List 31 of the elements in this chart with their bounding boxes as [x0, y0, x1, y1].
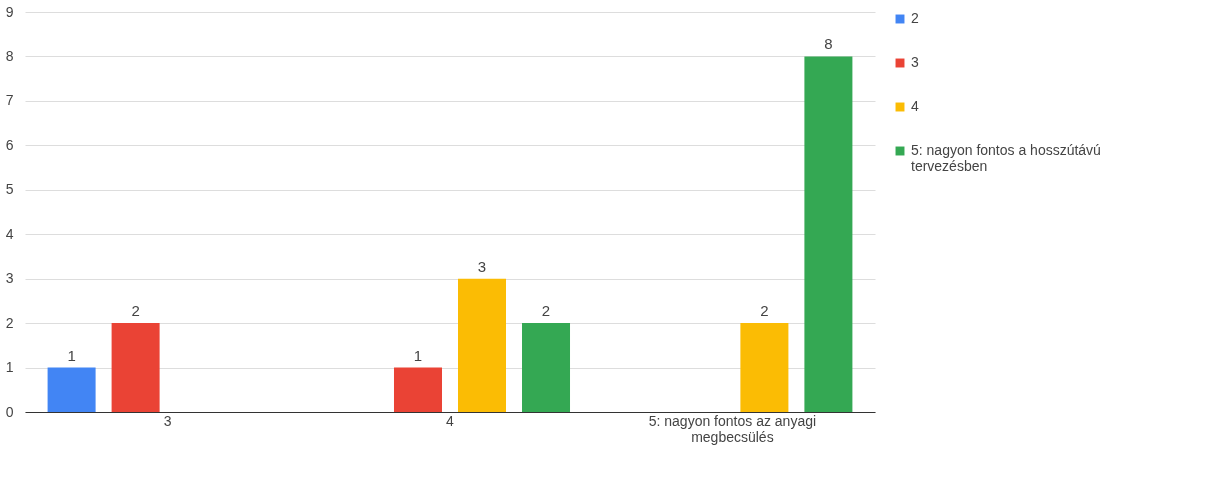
bar — [804, 56, 853, 412]
legend-label: 3 — [911, 54, 919, 70]
bar — [111, 323, 160, 412]
y-tick-label: 6 — [5, 136, 14, 153]
y-tick-label: 8 — [5, 47, 14, 64]
y-tick-label: 1 — [5, 359, 14, 376]
x-tick-label: 3 — [163, 412, 172, 429]
legend-label: 5: nagyon fontos a hosszútávú tervezésben — [911, 142, 1101, 174]
data-label: 1 — [413, 346, 423, 364]
data-label: 8 — [824, 35, 833, 53]
bar — [47, 367, 96, 412]
legend-label: 2 — [911, 10, 919, 26]
y-tick-label: 4 — [5, 225, 14, 242]
y-tick-label: 7 — [5, 92, 14, 109]
x-tick-label: 5: nagyon fontos az anyagi megbecsülés — [648, 412, 817, 445]
bar — [393, 367, 442, 412]
y-tick-label: 9 — [5, 3, 14, 20]
data-label: 1 — [67, 346, 76, 364]
x-tick-label: 4 — [446, 412, 455, 429]
data-label: 2 — [131, 302, 140, 320]
data-label: 2 — [541, 302, 551, 320]
y-tick-label: 2 — [5, 314, 14, 331]
y-tick-label: 5 — [5, 181, 14, 198]
y-tick-label: 0 — [5, 403, 14, 420]
data-label: 2 — [760, 302, 769, 320]
bar — [522, 323, 571, 412]
bar — [458, 278, 507, 412]
bar — [740, 323, 789, 412]
data-label: 3 — [477, 257, 487, 275]
y-tick-label: 3 — [5, 270, 14, 287]
legend-label: 4 — [911, 98, 919, 114]
